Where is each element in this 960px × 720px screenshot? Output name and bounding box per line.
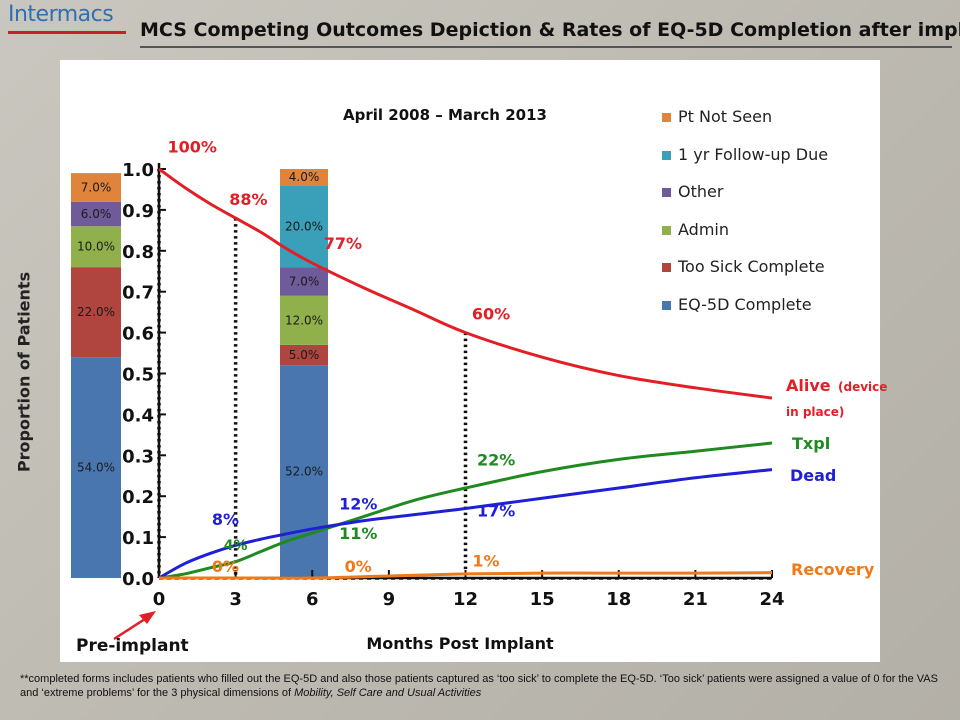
- bar-segment-pre-implant: [71, 267, 121, 358]
- series-line-txpl: [158, 441, 773, 580]
- title-divider: [140, 46, 952, 48]
- bar-segment-month-6: [280, 365, 328, 578]
- bar-segment-label: 5.0%: [289, 348, 320, 362]
- series-line-alive: [158, 167, 773, 400]
- bar-segment-month-6: [280, 185, 328, 268]
- bar-segment-month-6: [280, 267, 328, 296]
- series-end-label-recovery: Recovery: [791, 560, 875, 579]
- y-tick-label: 1.0: [122, 160, 154, 181]
- bar-segment-label: 52.0%: [285, 465, 323, 479]
- bar-segment-label: 12.0%: [285, 313, 323, 327]
- legend-label: Other: [678, 182, 724, 202]
- series-line-dead: [158, 468, 773, 580]
- legend-label: EQ-5D Complete: [678, 294, 812, 314]
- x-tick-label: 15: [530, 589, 555, 610]
- series-line-recovery: [159, 571, 773, 580]
- bar-segment-label: 7.0%: [289, 274, 320, 288]
- bar-segment-pre-implant: [71, 173, 121, 202]
- point-value-label: 1%: [472, 552, 499, 571]
- x-tick-label: 21: [683, 589, 708, 610]
- y-tick-label: 0.0: [122, 569, 154, 590]
- stacked-bars-group: 54.0% 22.0% 10.0% 6.0% 7.0% 52.0% 5.0% 12.0% 7.0…: [71, 169, 328, 578]
- series-end-label-alive: Alive: [786, 376, 831, 395]
- y-tick-label: 0.2: [122, 487, 154, 508]
- y-tick-label: 0.9: [122, 201, 154, 222]
- point-value-label: 60%: [472, 305, 510, 324]
- legend-swatch: [662, 300, 671, 310]
- x-tick-label: 18: [606, 589, 631, 610]
- legend-label: 1 yr Follow-up Due: [678, 144, 829, 164]
- bar-segment-label: 20.0%: [285, 219, 323, 233]
- x-tick-label: 6: [306, 589, 319, 610]
- bar-segment-label: 54.0%: [77, 461, 115, 475]
- legend-swatch: [662, 225, 671, 235]
- footnote-italic: Mobility, Self Care and Usual Activities: [294, 687, 482, 699]
- y-tick-label: 0.1: [122, 528, 154, 549]
- x-tick-label: 12: [453, 589, 478, 610]
- x-tick-label: 24: [759, 589, 784, 610]
- axes-group: 0.0 0.1 0.2 0.3 0.4 0.5 0.6 0.7 0.8 0.9 1.0 0 3 6 9 12 1…: [122, 160, 784, 610]
- point-value-label: 77%: [324, 234, 362, 253]
- logo-underline: [8, 31, 126, 34]
- point-labels-group: 100% 88% 77% 60% 22% 17% 12% 11% 8% 4% 0% 0% 1%: [167, 138, 515, 576]
- footnote: **completed forms includes patients who …: [20, 672, 950, 700]
- bar-segment-label: 7.0%: [81, 180, 112, 194]
- point-value-label: 0%: [345, 557, 372, 576]
- intermacs-logo: Intermacs: [8, 2, 114, 27]
- y-tick-label: 0.6: [122, 324, 154, 345]
- pre-implant-label: Pre-implant: [76, 636, 189, 656]
- bar-segment-month-6: [280, 295, 328, 345]
- legend-swatch: [662, 263, 671, 273]
- legend-swatch: [662, 150, 671, 160]
- point-value-label: 0%: [212, 557, 239, 576]
- bar-segment-label: 6.0%: [81, 207, 112, 221]
- y-tick-label: 0.4: [122, 405, 154, 426]
- legend-label: Too Sick Complete: [678, 257, 825, 277]
- bar-segment-label: 10.0%: [77, 240, 115, 254]
- series-end-note: in place): [786, 405, 844, 419]
- chart-period-subtitle: April 2008 – March 2013: [343, 106, 547, 124]
- bar-segment-label: 22.0%: [77, 305, 115, 319]
- y-tick-label: 0.7: [122, 283, 154, 304]
- point-value-label: 12%: [339, 494, 377, 513]
- legend-swatch: [662, 188, 671, 198]
- bar-segment-pre-implant: [71, 201, 121, 227]
- bar-segment-pre-implant: [71, 226, 121, 268]
- slide-title: MCS Competing Outcomes Depiction & Rates…: [140, 19, 960, 41]
- legend-swatch: [662, 113, 671, 122]
- point-value-label: 100%: [167, 138, 216, 157]
- x-tick-label: 9: [383, 589, 396, 610]
- bar-segment-month-6: [280, 344, 328, 366]
- legend-label: Pt Not Seen: [678, 107, 773, 126]
- point-value-label: 11%: [339, 524, 377, 543]
- point-value-label: 8%: [212, 510, 239, 529]
- bar-segment-label: 4.0%: [289, 170, 320, 184]
- point-value-label: 17%: [477, 502, 515, 521]
- point-value-label: 22%: [477, 451, 515, 470]
- bar-segment-pre-implant: [71, 357, 121, 578]
- series-lines-group: Alive (device in place) Txpl Dead Recovery: [158, 167, 887, 580]
- point-value-label: 88%: [229, 190, 267, 209]
- legend-label: Admin: [678, 219, 729, 239]
- y-axis-label: Proportion of Patients: [14, 271, 34, 473]
- series-end-label-dead: Dead: [790, 466, 836, 485]
- x-axis-label: Months Post Implant: [366, 634, 554, 653]
- pre-implant-arrow: [113, 611, 156, 641]
- x-tick-label: 3: [229, 589, 242, 610]
- point-value-label: 4%: [224, 538, 248, 554]
- footnote-text: **completed forms includes patients who …: [20, 673, 938, 699]
- series-end-label-txpl: Txpl: [792, 434, 830, 453]
- x-tick-label: 0: [153, 589, 166, 610]
- y-tick-label: 0.5: [122, 365, 154, 386]
- y-tick-label: 0.3: [122, 446, 154, 467]
- series-end-note: (device: [838, 380, 887, 394]
- y-tick-label: 0.8: [122, 242, 154, 263]
- chart-panel: [60, 60, 880, 662]
- bar-segment-month-6: [280, 169, 328, 186]
